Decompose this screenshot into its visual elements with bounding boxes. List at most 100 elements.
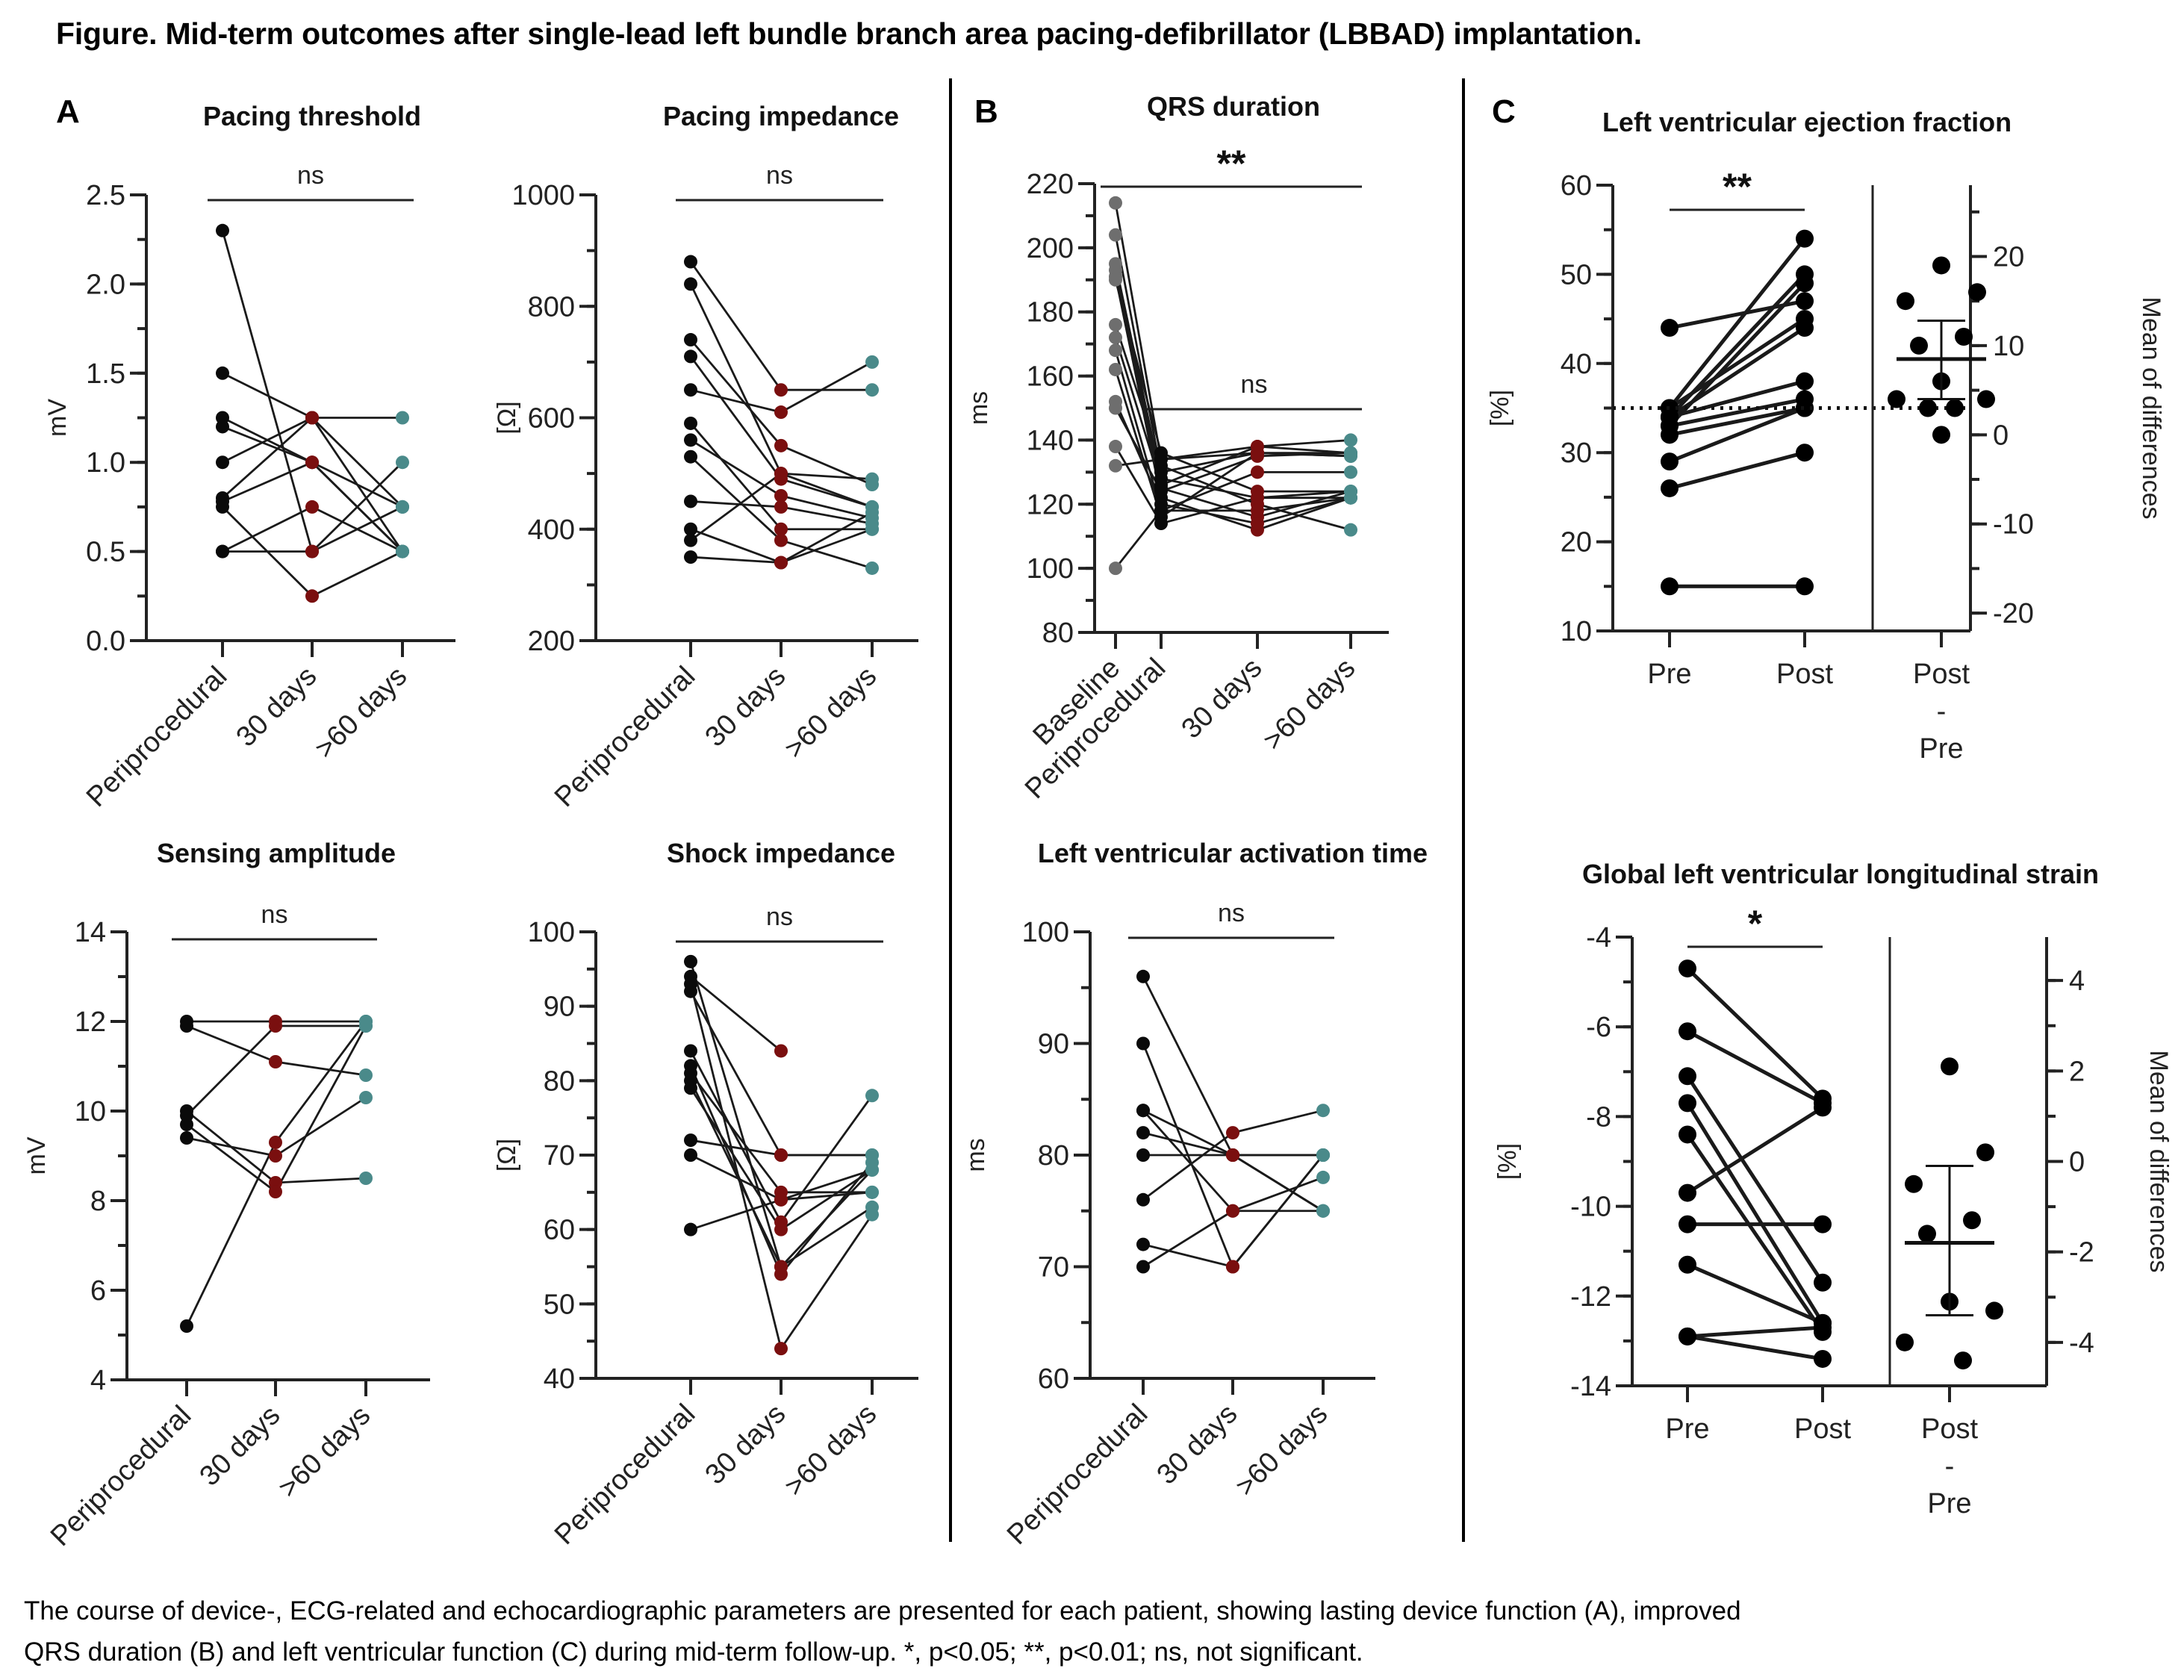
data-point [1814, 1098, 1832, 1117]
data-point [180, 1118, 193, 1131]
patient-line [274, 1025, 367, 1192]
y-tick-label: 200 [1027, 233, 1074, 264]
data-point [1154, 517, 1168, 531]
data-point [396, 500, 409, 514]
data-point [1251, 503, 1264, 517]
data-point [1661, 452, 1679, 471]
chart-pacing-threshold: Pacing threshold 0.0 0.5 1.0 1.5 2.0 2.5 mV Peri… [43, 101, 455, 813]
data-point [1109, 561, 1122, 576]
patient-line [1686, 967, 1824, 1101]
data-point [865, 1089, 879, 1103]
data-point [216, 223, 229, 237]
data-point [865, 383, 879, 397]
y-tick-label: 200 [528, 626, 575, 657]
data-point [865, 1148, 879, 1162]
patient-line [1669, 397, 1805, 428]
patient-line [689, 1072, 783, 1193]
chart-title: Pacing impedance [663, 101, 899, 131]
y-axis-label: [Ω] [493, 401, 521, 434]
x-tick-label: 30 days [700, 661, 792, 753]
data-point [1226, 1204, 1239, 1218]
data-point [1679, 1215, 1696, 1233]
chart-title: Shock impedance [667, 838, 895, 868]
caption-line-1: The course of device-, ECG-related and e… [24, 1596, 1741, 1625]
chart-shock-impedance: Shock impedance 40 50 60 70 80 90 100 [Ω] Peripro… [493, 838, 918, 1551]
x-tick-label: >60 days [273, 1400, 377, 1505]
patient-line [1160, 445, 1258, 461]
y-tick-label: 14 [75, 917, 106, 948]
data-point [684, 533, 697, 547]
patient-line [689, 339, 783, 447]
chart-title: Sensing amplitude [157, 838, 396, 868]
data-point [1251, 465, 1264, 479]
patient-line [221, 230, 314, 552]
data-point [1814, 1318, 1832, 1337]
diff-category-label: Pre [1919, 733, 1963, 765]
data-point [1316, 1104, 1330, 1118]
y2-tick-label: 4 [2069, 965, 2085, 997]
y-axis-label: mV [43, 399, 72, 437]
patient-line [780, 1191, 873, 1201]
data-point [269, 1149, 282, 1163]
x-tick-label: 30 days [700, 1399, 792, 1491]
patient-line [780, 444, 873, 486]
data-point [359, 1015, 373, 1028]
data-point [1109, 362, 1122, 376]
difference-point [1918, 1225, 1936, 1243]
data-point [1109, 317, 1122, 332]
data-point [1109, 196, 1122, 210]
data-point [684, 1044, 697, 1058]
patient-line [1142, 1131, 1233, 1201]
patient-line [275, 1177, 367, 1184]
data-point [1316, 1204, 1330, 1218]
data-point [1136, 969, 1150, 983]
data-point [1661, 426, 1679, 444]
data-point [180, 1019, 193, 1033]
x-tick-label: Post [1776, 659, 1833, 690]
data-point [684, 277, 697, 291]
y-tick-label: 8 [90, 1186, 106, 1217]
data-point [1136, 1104, 1150, 1118]
x-tick-label: 30 days [1151, 1399, 1244, 1491]
y-tick-label: 90 [1038, 1029, 1069, 1060]
data-point [684, 383, 697, 397]
y-tick-label: 160 [1027, 361, 1074, 393]
patient-line [689, 1087, 783, 1231]
data-point [1109, 458, 1122, 473]
patient-line [1232, 1176, 1324, 1213]
difference-point [1976, 1143, 1994, 1162]
chart-title: QRS duration [1147, 91, 1320, 122]
data-point [774, 1148, 788, 1162]
difference-point [1955, 327, 1973, 346]
patient-line [1142, 1110, 1234, 1212]
panel-divider-ab [949, 78, 952, 1542]
data-point [1154, 503, 1168, 517]
data-point [684, 494, 697, 508]
y-tick-label: 140 [1027, 425, 1074, 456]
data-point [1796, 577, 1814, 596]
y-tick-label: 220 [1027, 169, 1074, 200]
data-point [305, 411, 319, 425]
x-tick-label: >60 days [309, 661, 414, 765]
patient-line [1232, 1109, 1324, 1134]
data-point [1344, 449, 1357, 463]
y-tick-label: 80 [544, 1065, 575, 1097]
data-point [1661, 319, 1679, 337]
y-tick-label: 90 [544, 992, 575, 1023]
data-point [684, 433, 697, 447]
y-tick-label: 60 [1038, 1363, 1069, 1395]
y2-tick-label: 2 [2069, 1056, 2085, 1087]
patient-line [690, 455, 782, 541]
data-point [269, 1019, 282, 1033]
patient-line [1669, 450, 1805, 491]
patient-line [1114, 510, 1163, 570]
patient-line [690, 1139, 782, 1157]
y-tick-label: 10 [75, 1096, 106, 1127]
data-point [1814, 1349, 1832, 1368]
data-point [396, 411, 409, 425]
diff-category-label: Post [1921, 1413, 1978, 1445]
patient-line [1114, 324, 1163, 467]
patient-line [1115, 458, 1162, 467]
data-point [1109, 401, 1122, 415]
y2-tick-label: 10 [1993, 331, 2024, 362]
